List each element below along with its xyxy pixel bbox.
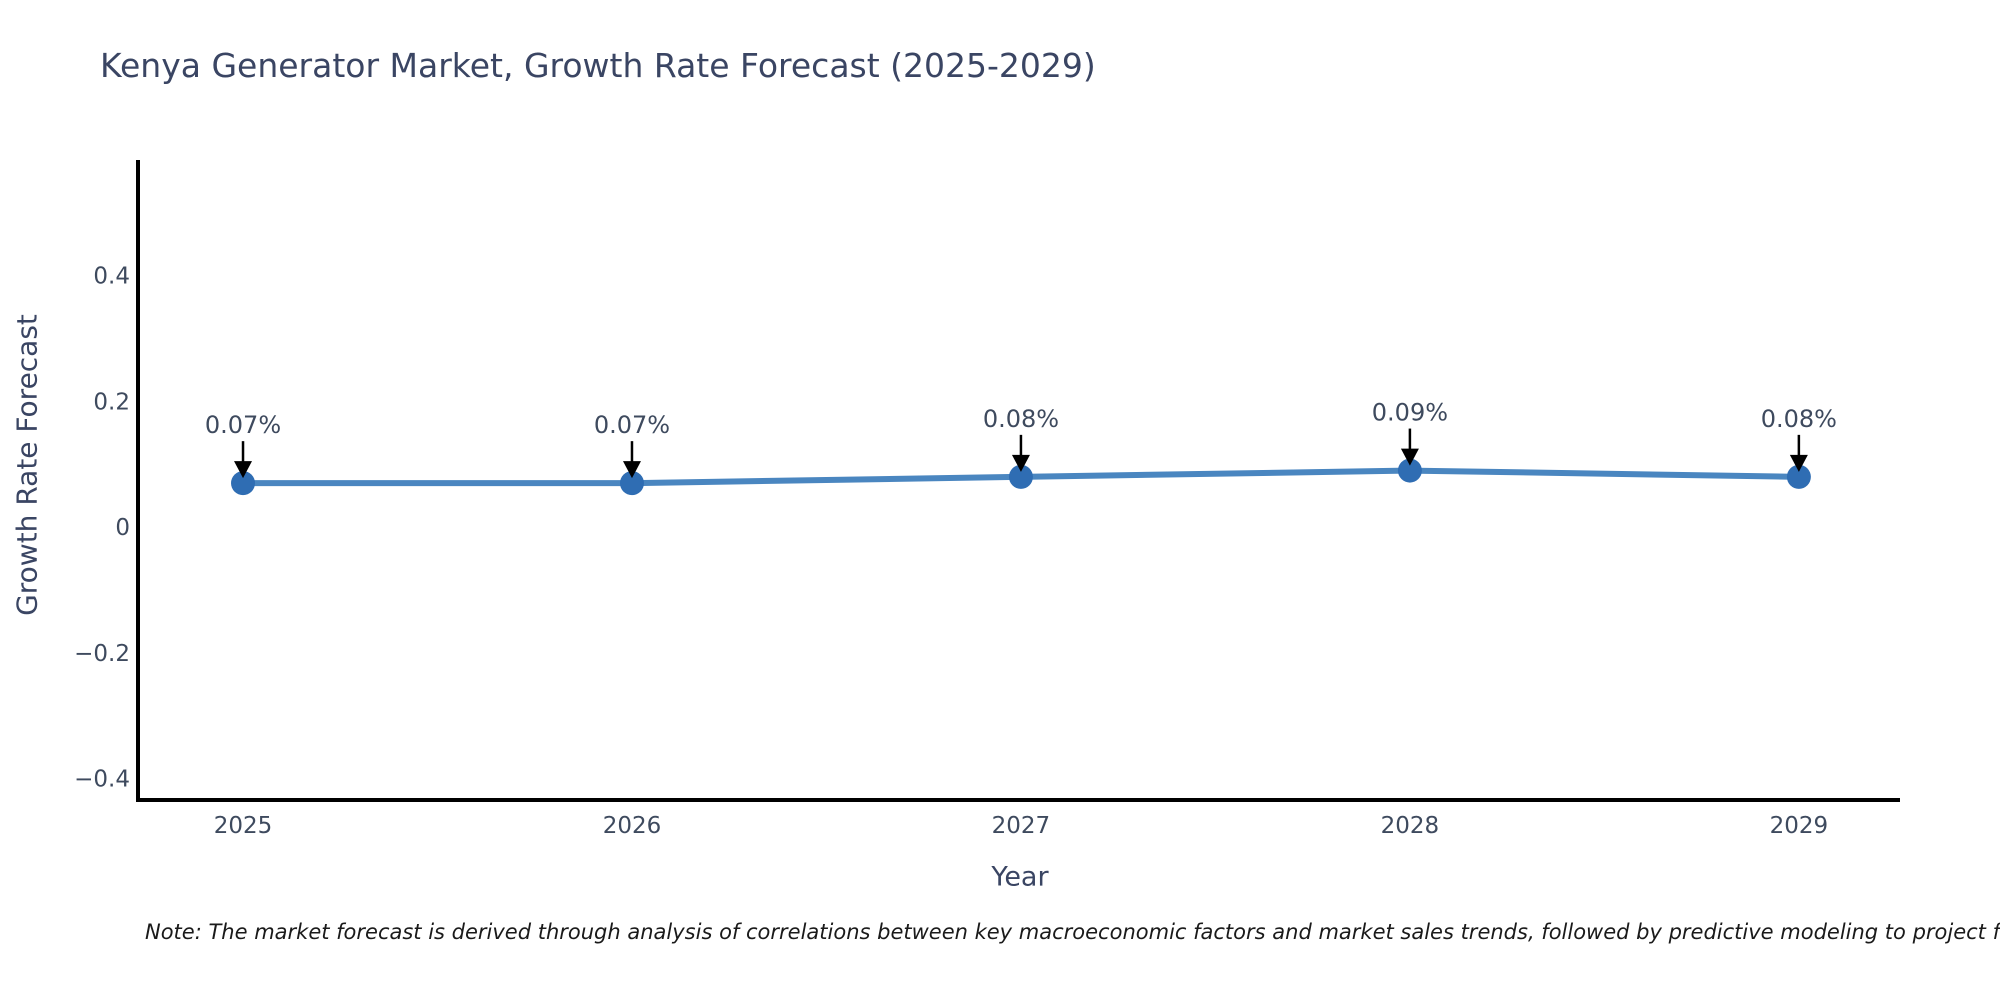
annotation-label: 0.08% xyxy=(1761,405,1837,433)
x-axis-title: Year xyxy=(991,861,1049,893)
annotation-arrow-head xyxy=(1400,448,1419,466)
data-point-marker xyxy=(1397,458,1422,483)
annotation-arrow-head xyxy=(1789,454,1808,472)
annotation-arrow-head xyxy=(234,461,253,479)
annotation-arrow-head xyxy=(1011,454,1030,472)
annotation-arrow-head xyxy=(622,461,641,479)
x-tick-label: 2029 xyxy=(1770,813,1829,839)
y-tick-label: −0.4 xyxy=(74,767,130,793)
annotation-label: 0.07% xyxy=(205,411,281,439)
annotation-label: 0.07% xyxy=(594,411,670,439)
chart-title: Kenya Generator Market, Growth Rate Fore… xyxy=(100,46,1096,85)
y-tick-label: −0.2 xyxy=(74,641,130,667)
annotation-label: 0.09% xyxy=(1372,399,1448,427)
x-tick-label: 2027 xyxy=(992,813,1051,839)
x-tick-label: 2025 xyxy=(214,813,273,839)
x-tick-label: 2026 xyxy=(603,813,662,839)
y-axis-title: Growth Rate Forecast xyxy=(10,314,44,616)
footnote: Note: The market forecast is derived thr… xyxy=(145,920,2000,944)
x-tick-label: 2028 xyxy=(1381,813,1440,839)
data-point-marker xyxy=(231,471,256,496)
y-tick-label: 0 xyxy=(115,515,130,541)
annotation-label: 0.08% xyxy=(983,405,1059,433)
y-tick-label: 0.2 xyxy=(93,389,130,415)
y-tick-label: 0.4 xyxy=(93,264,130,290)
data-point-marker xyxy=(1008,464,1033,489)
data-point-marker xyxy=(1786,464,1811,489)
data-point-marker xyxy=(619,471,644,496)
